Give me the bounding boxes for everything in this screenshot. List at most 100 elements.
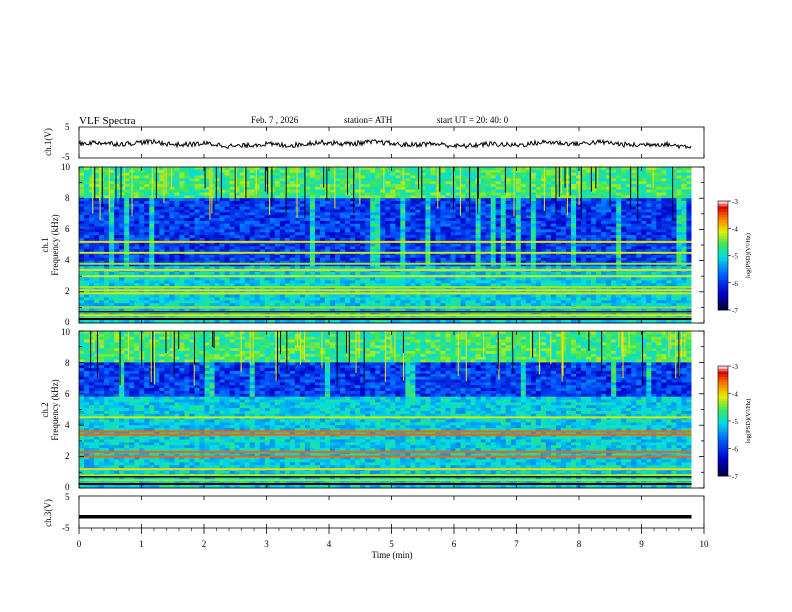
spectrogram-cell: [99, 237, 105, 242]
spectrogram-cell: [335, 280, 341, 284]
spectrogram-cell: [129, 215, 135, 219]
spectrogram-cell: [490, 303, 497, 307]
spectrogram-cell: [129, 294, 135, 298]
spectrogram-cell: [289, 294, 296, 298]
spectrogram-cell: [229, 235, 236, 239]
spectrogram-cell: [325, 178, 331, 182]
spectrogram-cell: [189, 246, 195, 250]
spectrogram-cell: [189, 249, 195, 253]
spectrogram-cell: [254, 249, 261, 253]
spectrogram-cell: [299, 246, 306, 250]
spectrogram-cell: [455, 218, 461, 222]
spectrogram-cell: [249, 215, 256, 219]
spectrogram-cell: [400, 218, 406, 222]
spectrogram-cell: [304, 235, 311, 239]
spectrogram-cell: [450, 235, 456, 239]
spectrogram-cell: [94, 257, 100, 261]
spectrogram-cell: [505, 266, 512, 270]
spectrogram-cell: [114, 184, 120, 188]
spectrogram-cell: [385, 220, 391, 225]
spectrogram-cell: [144, 303, 150, 307]
spectrogram-cell: [340, 254, 346, 259]
spectrogram-cell: [505, 184, 512, 188]
spectrogram-cell: [385, 257, 391, 261]
spectrogram-cell: [234, 237, 241, 242]
spectrogram-cell: [430, 220, 436, 225]
spectrogram-cell: [365, 203, 371, 208]
spectrogram-cell: [124, 178, 130, 182]
spectrogram-cell: [495, 178, 502, 182]
spectrogram-cell: [214, 271, 220, 276]
spectrogram-cell: [420, 297, 426, 301]
spectrogram-cell: [505, 218, 512, 222]
spectrogram-cell: [254, 294, 261, 298]
spectrogram-cell: [229, 311, 236, 315]
spectrogram-cell: [480, 203, 487, 208]
spectrogram-cell: [304, 294, 311, 298]
spectrogram-cell: [319, 172, 326, 176]
spectrogram-cell: [475, 277, 482, 281]
spectrogram-cell: [480, 300, 487, 304]
spectrogram-cell: [360, 206, 366, 210]
spectrogram-cell: [249, 226, 256, 230]
spectrogram-cell: [204, 226, 210, 230]
spectrogram-cell: [169, 277, 175, 281]
spectrogram-cell: [360, 218, 366, 222]
spectrogram-cell: [249, 263, 256, 267]
spectrogram-cell: [89, 254, 95, 259]
spectrogram-cell: [154, 186, 160, 191]
spectrogram-cell: [139, 260, 145, 264]
spectrogram-cell: [239, 300, 246, 304]
spectrogram-cell: [169, 218, 175, 222]
spectrogram-cell: [134, 297, 140, 301]
spectrogram-cell: [279, 311, 286, 315]
spectrogram-cell: [340, 203, 346, 208]
spectrogram-cell: [154, 167, 160, 171]
spectrogram-cell: [124, 260, 130, 264]
spectrogram-cell: [309, 277, 316, 281]
spectrogram-cell: [284, 223, 291, 227]
spectrogram-cell: [249, 235, 256, 239]
spectrogram-cell: [239, 303, 246, 307]
spectrogram-cell: [244, 220, 251, 225]
spectrogram-cell: [525, 232, 532, 236]
spectrogram-cell: [119, 320, 125, 324]
spectrogram-cell: [475, 243, 482, 247]
spectrogram-cell: [234, 209, 241, 213]
spectrogram-cell: [184, 198, 190, 202]
spectrogram-cell: [405, 203, 411, 208]
spectrogram-cell: [274, 169, 281, 174]
spectrogram-cell: [325, 181, 331, 185]
spectrogram-cell: [375, 220, 381, 225]
spectrogram-cell: [370, 206, 376, 210]
spectrogram-cell: [480, 223, 487, 227]
spectrogram-cell: [194, 303, 200, 307]
spectrogram-cell: [430, 172, 436, 176]
spectrogram-cell: [335, 167, 341, 171]
spectrogram-cell: [485, 263, 492, 267]
spectrogram-cell: [164, 303, 170, 307]
spectrogram-cell: [239, 320, 246, 324]
spectrogram-cell: [500, 263, 507, 267]
spectrogram-cell: [405, 167, 411, 171]
spectrogram-cell: [164, 237, 170, 242]
spectrogram-cell: [390, 320, 396, 324]
spectrogram-cell: [490, 271, 497, 276]
spectrogram-cell: [470, 266, 477, 270]
spectrogram-cell: [455, 229, 461, 233]
spectrogram-cell: [505, 246, 512, 250]
spectrogram-cell: [214, 246, 220, 250]
spectrogram-cell: [139, 192, 145, 196]
spectrogram-cell: [490, 254, 497, 259]
spectrogram-cell: [199, 226, 205, 230]
spectrogram-cell: [79, 280, 85, 284]
spectrogram-cell: [330, 198, 336, 202]
spectrogram-cell: [319, 249, 326, 253]
spectrogram-cell: [370, 198, 376, 202]
spectrogram-cell: [445, 280, 451, 284]
spectrogram-cell: [124, 257, 130, 261]
spectrogram-cell: [500, 186, 507, 191]
spectrogram-cell: [114, 181, 120, 185]
spectrogram-cell: [299, 229, 306, 233]
spectrogram-cell: [179, 212, 185, 216]
